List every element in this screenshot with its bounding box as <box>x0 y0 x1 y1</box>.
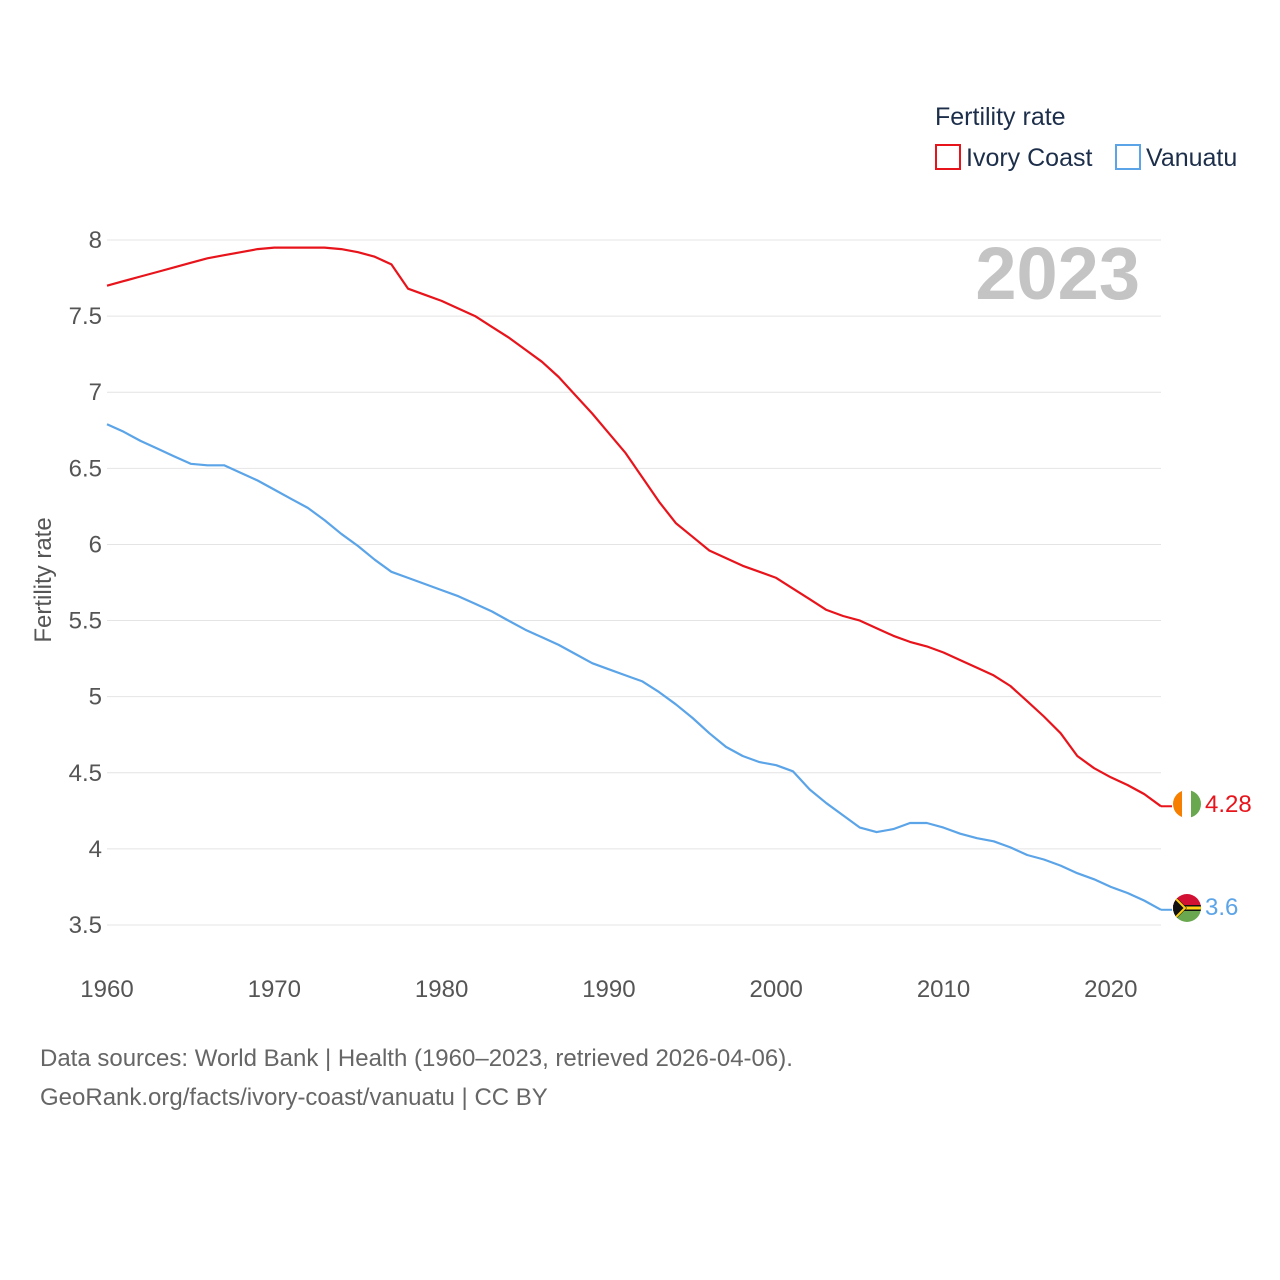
y-tick-label: 4 <box>89 836 102 863</box>
y-tick-label: 4.5 <box>69 760 102 787</box>
y-tick-label: 3.5 <box>69 912 102 939</box>
series-lines <box>106 246 1172 911</box>
end-label-ivory-coast: 4.28 <box>1205 791 1252 818</box>
x-tick-label: 2010 <box>917 976 970 1003</box>
footer-data-sources: Data sources: World Bank | Health (1960–… <box>40 1045 793 1072</box>
y-tick-label: 8 <box>89 227 102 254</box>
x-tick-label: 2020 <box>1084 976 1137 1003</box>
series-line-ivory-coast[interactable] <box>106 246 1162 808</box>
y-axis-label: Fertility rate <box>30 517 57 642</box>
legend: Fertility rate Ivory Coast Vanuatu <box>935 103 1237 172</box>
y-tick-label: 7.5 <box>69 303 102 330</box>
x-tick-label: 1970 <box>248 976 301 1003</box>
ivory-coast-flag-icon <box>1173 790 1201 818</box>
end-label-vanuatu: 3.6 <box>1205 894 1238 921</box>
vanuatu-flag-icon <box>1173 894 1201 922</box>
y-tick-label: 6.5 <box>69 455 102 482</box>
y-tick-label: 5.5 <box>69 608 102 635</box>
x-tick-label: 2000 <box>750 976 803 1003</box>
x-tick-label: 1990 <box>582 976 635 1003</box>
y-tick-label: 6 <box>89 531 102 558</box>
y-axis-ticks: 3.5 4 4.5 5 5.5 6 6.5 7 7.5 8 <box>69 227 102 939</box>
y-tick-label: 7 <box>89 379 102 406</box>
y-tick-label: 5 <box>89 684 102 711</box>
year-watermark: 2023 <box>975 232 1140 315</box>
legend-swatch-ivory-coast <box>935 144 961 170</box>
legend-label-ivory-coast: Ivory Coast <box>966 144 1092 172</box>
x-tick-label: 1980 <box>415 976 468 1003</box>
legend-label-vanuatu: Vanuatu <box>1146 144 1237 172</box>
footer-source-link[interactable]: GeoRank.org/facts/ivory-coast/vanuatu | … <box>40 1084 548 1111</box>
series-line-vanuatu[interactable] <box>106 423 1162 911</box>
legend-item-ivory-coast[interactable]: Ivory Coast <box>935 144 1092 172</box>
legend-swatch-vanuatu <box>1115 144 1141 170</box>
x-axis-ticks: 1960 1970 1980 1990 2000 2010 2020 <box>80 976 1137 1003</box>
x-tick-label: 1960 <box>80 976 133 1003</box>
grid <box>107 239 1161 926</box>
legend-title: Fertility rate <box>935 103 1066 131</box>
legend-item-vanuatu[interactable]: Vanuatu <box>1115 144 1237 172</box>
